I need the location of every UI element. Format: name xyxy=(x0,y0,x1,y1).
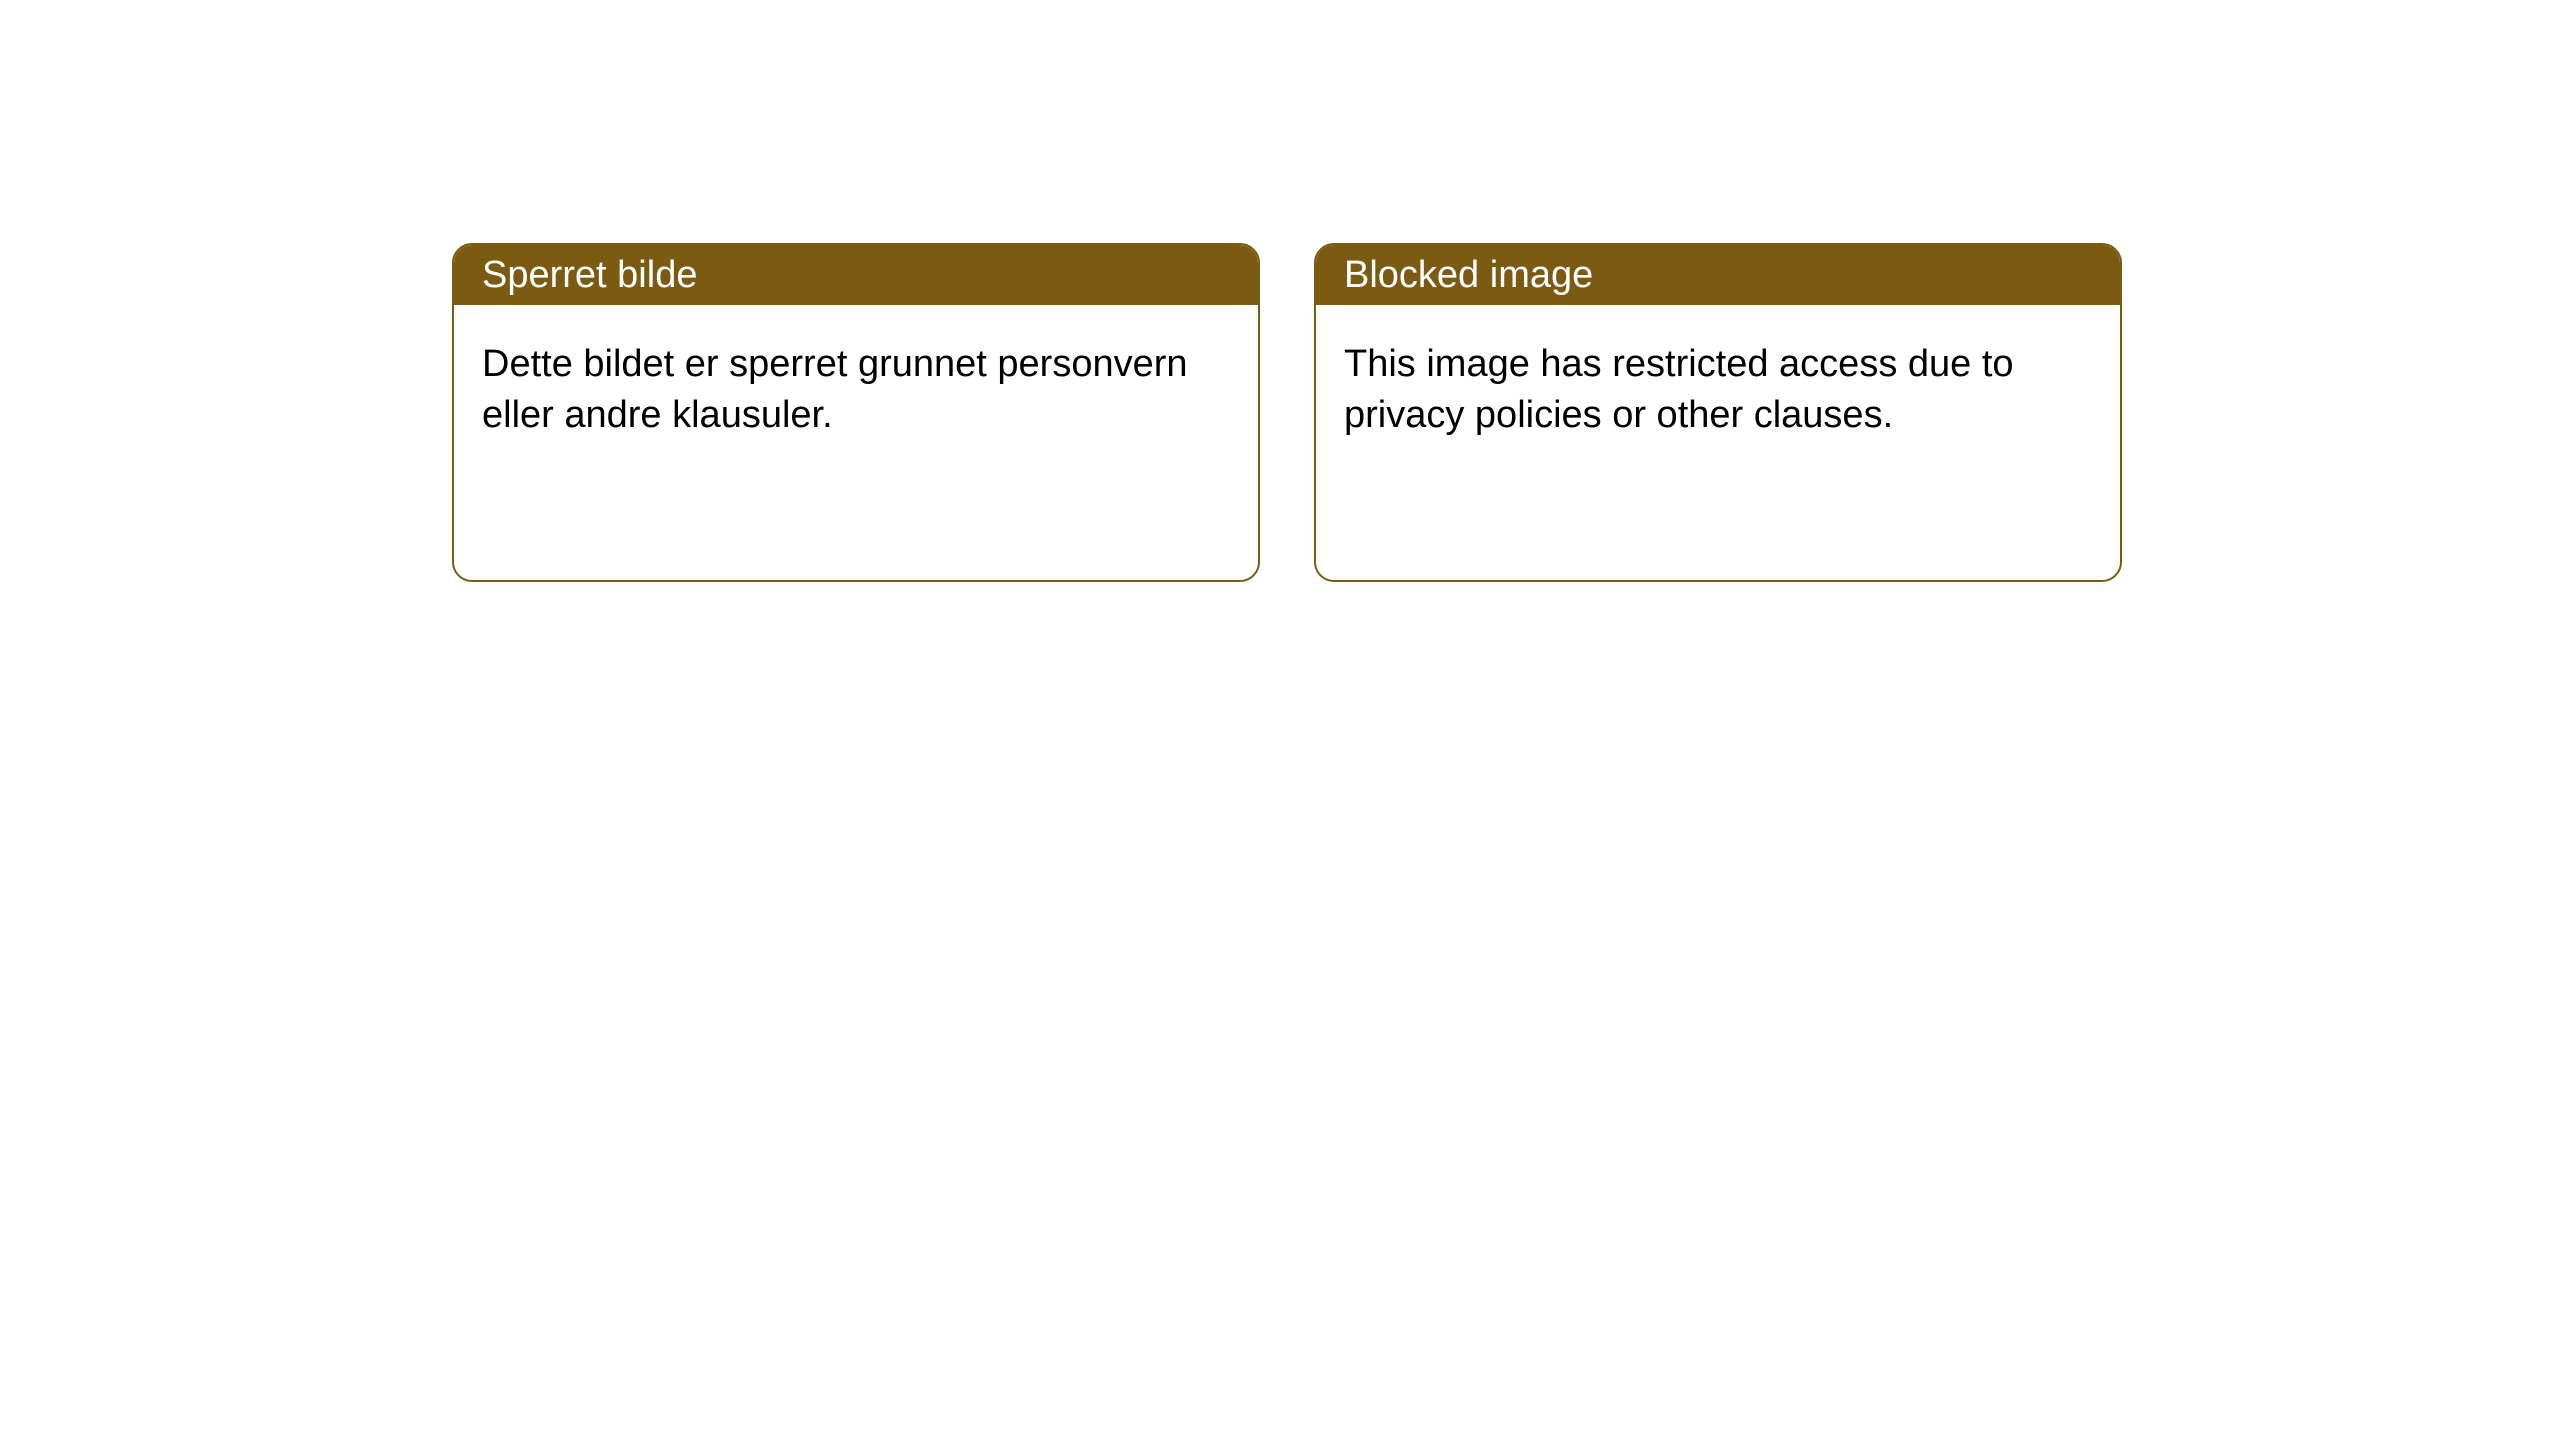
notice-body-text: This image has restricted access due to … xyxy=(1344,343,2014,436)
notice-container: Sperret bilde Dette bildet er sperret gr… xyxy=(452,243,2122,582)
notice-header: Sperret bilde xyxy=(454,245,1258,305)
notice-body: Dette bildet er sperret grunnet personve… xyxy=(454,305,1258,476)
notice-title: Sperret bilde xyxy=(482,254,697,297)
notice-body-text: Dette bildet er sperret grunnet personve… xyxy=(482,343,1188,436)
notice-box-english: Blocked image This image has restricted … xyxy=(1314,243,2122,582)
notice-body: This image has restricted access due to … xyxy=(1316,305,2120,476)
notice-title: Blocked image xyxy=(1344,254,1593,297)
notice-header: Blocked image xyxy=(1316,245,2120,305)
notice-box-norwegian: Sperret bilde Dette bildet er sperret gr… xyxy=(452,243,1260,582)
